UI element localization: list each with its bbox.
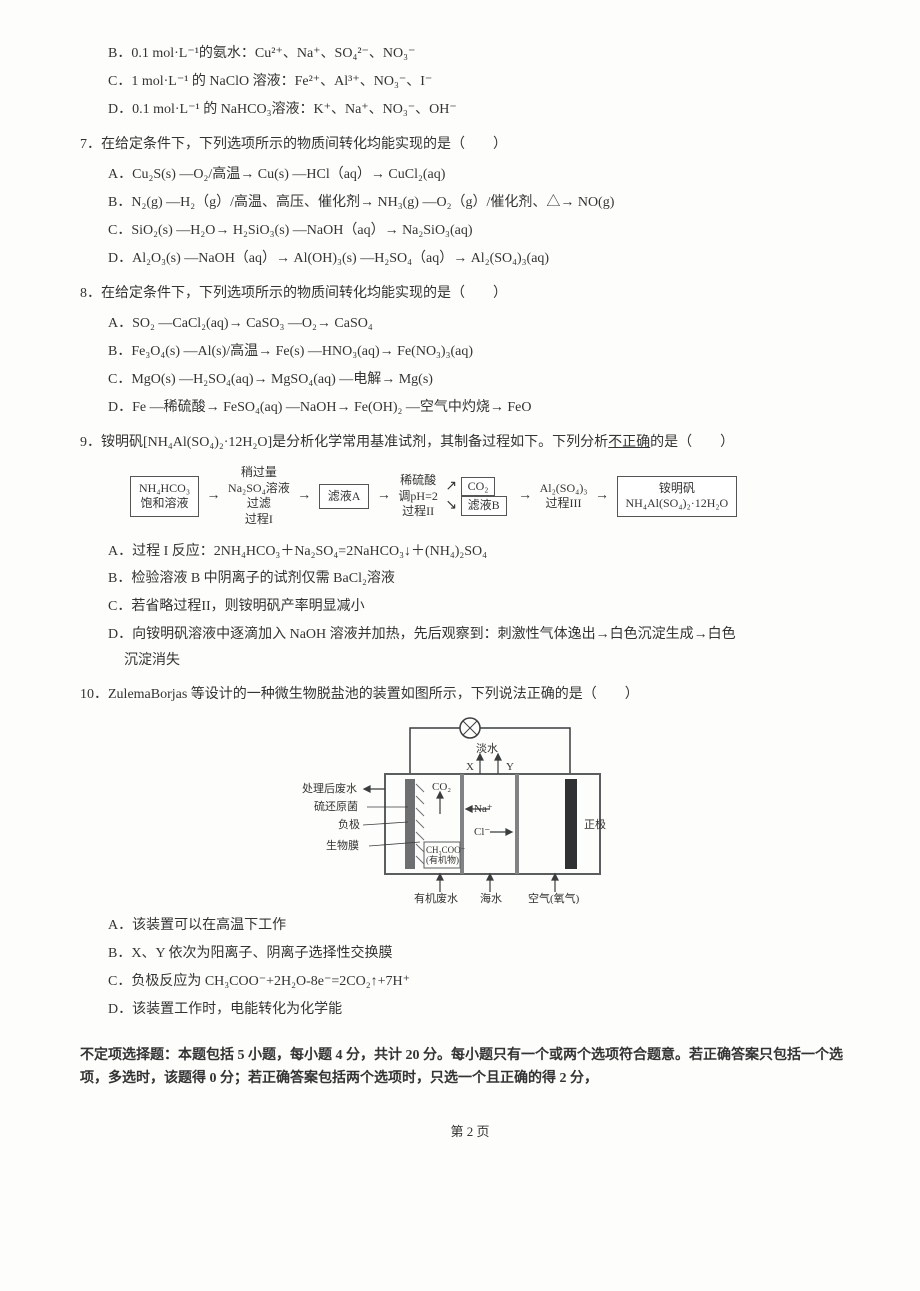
q9-option-d: D．向铵明矾溶液中逐滴加入 NaOH 溶液并加热，先后观察到：刺激性气体逸出→白… [108,621,860,649]
q9-stem-neg: 不正确 [608,435,650,450]
flow-step-2: 稀硫酸 调pH=2 过程II [398,473,437,520]
q8-option-c: C．MgO(s) —H₂SO₄(aq)→ MgSO₄(aq) —电解→ Mg(s… [108,366,860,394]
q7-option-a: A．Cu₂S(s) —O₂/高温→ Cu(s) —HCl（aq）→ CuCl₂(… [108,161,860,189]
q9-option-b: B．检验溶液 B 中阴离子的试剂仅需 BaCl₂溶液 [108,565,860,593]
label-bot2: 海水 [480,891,502,904]
flow-box-1a: NH₄HCO₃ [139,481,190,495]
flow-step-1a: 稍过量 [241,465,277,479]
flow-box-1: NH₄HCO₃ 饱和溶液 [130,476,199,517]
q9-option-d-cont: 沉淀消失 [124,649,860,673]
section-instructions: 不定项选择题：本题包括 5 小题，每小题 4 分，共计 20 分。每小题只有一个… [80,1044,860,1092]
q9-stem: 9．铵明矾[NH₄Al(SO₄)₂·12H₂O]是分析化学常用基准试剂，其制备过… [80,431,860,455]
q8-stem: 8．在给定条件下，下列选项所示的物质间转化均能实现的是（ ） [80,282,860,306]
arrow-icon: → [293,484,315,508]
flow-step-3b: 过程III [546,496,582,510]
label-na: Na⁺ [474,803,493,815]
q10-option-a: A．该装置可以在高温下工作 [108,912,498,940]
label-bot1: 有机废水 [414,891,458,904]
flow-step-3a: Al₂(SO₄)₃ [540,481,588,495]
q6-option-c: C．1 mol·L⁻¹ 的 NaClO 溶液：Fe²⁺、Al³⁺、NO₃⁻、I⁻ [108,68,860,96]
q10-option-c: C．负极反应为 CH₃COO⁻+2H₂O-8e⁻=2CO₂↑+7H⁺ [108,968,498,996]
label-left3: 负极 [338,817,360,831]
q6-option-d: D．0.1 mol·L⁻¹ 的 NaHCO₃溶液：K⁺、Na⁺、NO₃⁻、OH⁻ [108,96,860,124]
flow-step-2c: 过程II [402,504,434,518]
label-left2: 硫还原菌 [314,799,358,813]
arrow-icon: → [514,484,536,508]
flow-co2: CO₂ [461,477,496,497]
label-left1: 处理后废水 [302,781,357,795]
label-y: Y [506,761,514,773]
label-x: X [466,761,474,773]
q10-diagram: 淡水 X Y 处理后废水 硫还原菌 负极 生物膜 CO₂ CH₃COO⁻ (有机… [290,714,650,904]
q7-option-b: B．N₂(g) —H₂（g）/高温、高压、催化剂→ NH₃(g) —O₂（g）/… [108,189,860,217]
arrow-icon: → [373,484,395,508]
page-number: 第 2 页 [80,1121,860,1143]
flow-step-2b: 调pH=2 [398,489,437,503]
flow-box-1b: 饱和溶液 [141,496,189,510]
q9-stem-suffix: 的是（ ） [650,435,734,450]
q10-stem: 10．ZulemaBorjas 等设计的一种微生物脱盐池的装置如图所示，下列说法… [80,683,860,707]
q9-flowchart: NH₄HCO₃ 饱和溶液 → 稍过量 Na₂SO₄溶液 过滤 过程I → 滤液A… [130,465,860,527]
label-organic: CH₃COO⁻ [426,845,466,855]
label-organic2: (有机物) [426,854,459,865]
flow-step-1d: 过程I [245,512,273,526]
q6-option-b: B．0.1 mol·L⁻¹的氨水：Cu²⁺、Na⁺、SO₄²⁻、NO₃⁻ [108,40,860,68]
arrow-icon: → [203,484,225,508]
arrow-icon: → [591,484,613,508]
label-right: 正极 [584,817,606,831]
flow-box-2: 滤液A [319,484,370,510]
q8-option-d: D．Fe —稀硫酸→ FeSO₄(aq) —NaOH→ Fe(OH)₂ —空气中… [108,394,860,422]
q9-stem-prefix: 9．铵明矾[NH₄Al(SO₄)₂·12H₂O]是分析化学常用基准试剂，其制备过… [80,435,608,450]
flow-box-4b: NH₄Al(SO₄)₂·12H₂O [626,496,729,510]
flow-step-2a: 稀硫酸 [400,473,436,487]
label-cl: Cl⁻ [474,826,490,838]
q9-option-c: C．若省略过程II，则铵明矾产率明显减小 [108,593,860,621]
label-top: 淡水 [476,742,498,755]
q7-option-c: C．SiO₂(s) —H₂O→ H₂SiO₃(s) —NaOH（aq）→ Na₂… [108,217,860,245]
flow-step-1b: Na₂SO₄溶液 [228,481,290,495]
flow-box-3: 滤液B [461,496,507,516]
flow-box-4a: 铵明矾 [659,481,695,495]
q7-stem: 7．在给定条件下，下列选项所示的物质间转化均能实现的是（ ） [80,133,860,157]
q8-option-a: A．SO₂ —CaCl₂(aq)→ CaSO₃ —O₂→ CaSO₄ [108,310,860,338]
q7-option-d: D．Al₂O₃(s) —NaOH（aq）→ Al(OH)₃(s) —H₂SO₄（… [108,245,860,273]
label-bot3: 空气(氧气) [528,891,580,904]
flow-box-4: 铵明矾 NH₄Al(SO₄)₂·12H₂O [617,476,738,517]
flow-step-1c: 过滤 [247,496,271,510]
q9-option-a: A．过程 I 反应：2NH₄HCO₃＋Na₂SO₄=2NaHCO₃↓＋(NH₄)… [108,538,860,566]
split-arrow-icon: ↗ CO₂ ↘ 滤液B [441,477,510,516]
q10-option-b: B．X、Y 依次为阳离子、阴离子选择性交换膜 [108,940,498,968]
label-co2: CO₂ [432,781,451,793]
label-left4: 生物膜 [326,838,359,852]
q10-option-d: D．该装置工作时，电能转化为化学能 [108,996,498,1024]
flow-step-1: 稍过量 Na₂SO₄溶液 过滤 过程I [228,465,290,527]
flow-step-3: Al₂(SO₄)₃ 过程III [540,481,588,512]
q8-option-b: B．Fe₃O₄(s) —Al(s)/高温→ Fe(s) —HNO₃(aq)→ F… [108,338,860,366]
